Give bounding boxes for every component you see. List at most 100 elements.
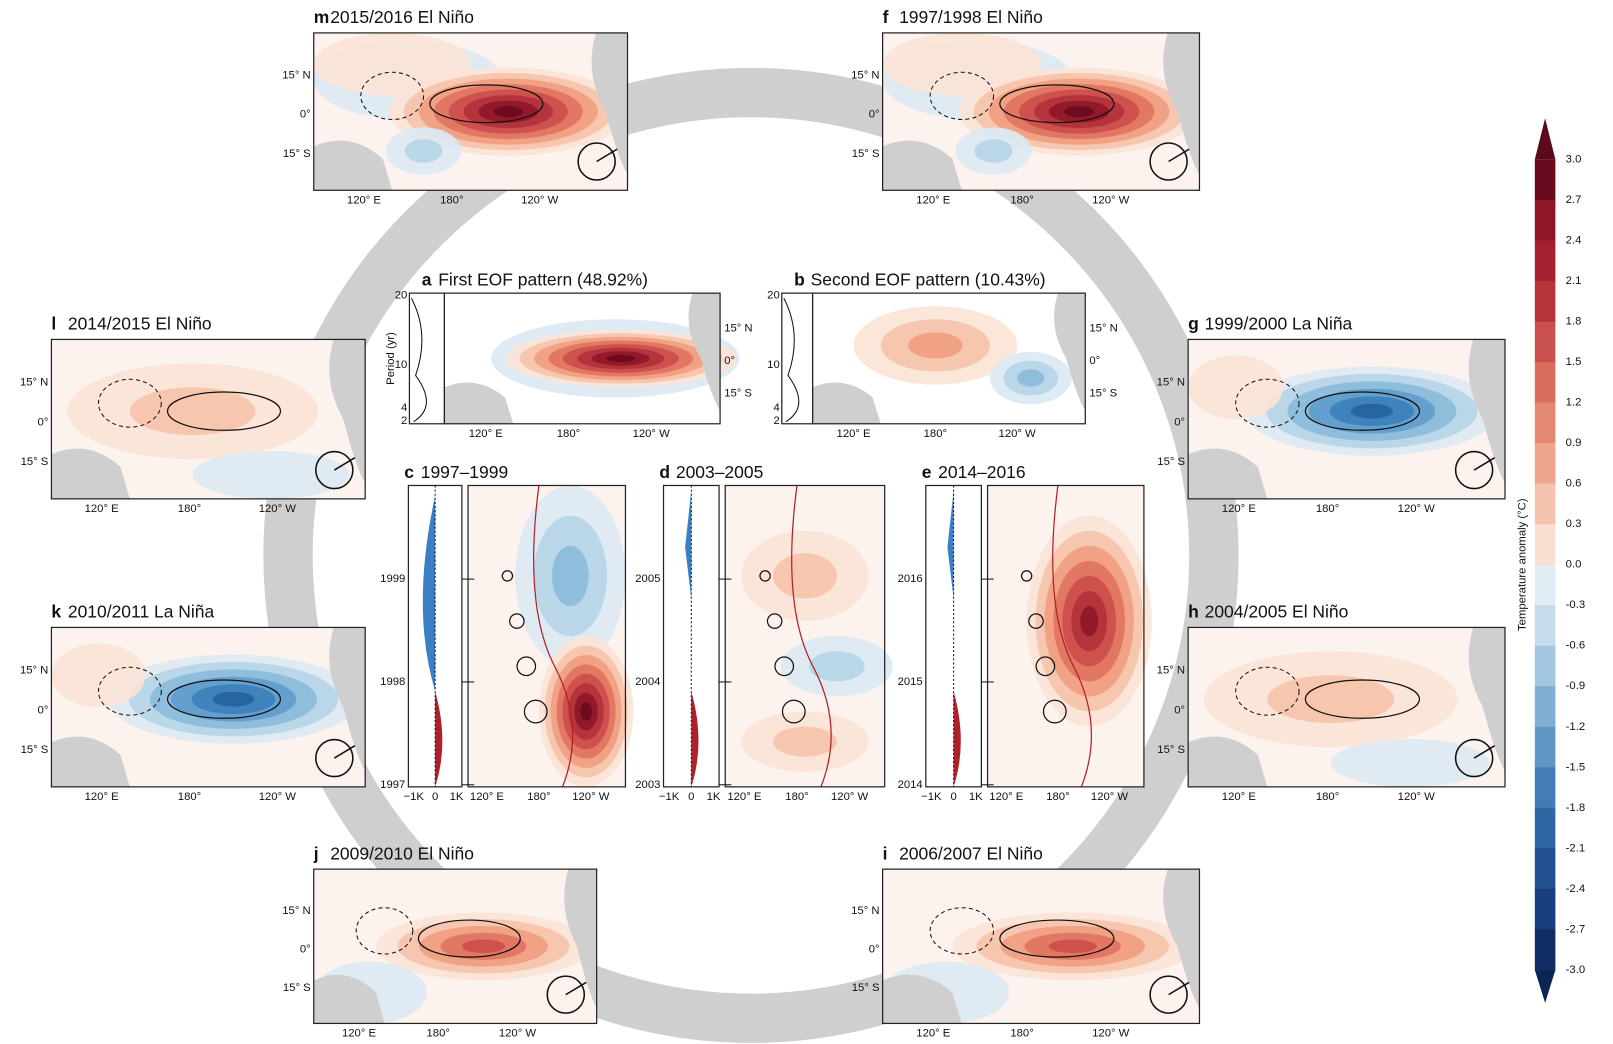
- year-label: 1998: [380, 676, 405, 688]
- panel-title: 1997–1999: [421, 462, 508, 482]
- panel-letter: d: [659, 462, 670, 482]
- lon-label: 120° E: [1222, 503, 1257, 515]
- event-circle: [774, 656, 795, 677]
- lat-label: 15° N: [1089, 322, 1117, 334]
- map-frame: [882, 868, 1201, 1025]
- lat-label: 15° N: [20, 664, 48, 676]
- lat-label: 0°: [38, 704, 49, 716]
- period-tick: 4: [773, 402, 779, 414]
- panel-letter: c: [404, 462, 414, 482]
- hov-frame: [724, 484, 886, 788]
- panel-letter: j: [313, 843, 319, 863]
- panel-title: First EOF pattern (48.92%): [438, 269, 648, 289]
- phase-circle: [577, 142, 616, 181]
- map-frame: [1187, 626, 1506, 788]
- map-frame: [313, 868, 598, 1025]
- eof-frame: [812, 292, 1086, 425]
- spectrum-frame: [781, 292, 814, 425]
- lon-label: 120° E: [470, 791, 505, 803]
- anomaly: [192, 451, 350, 499]
- index-tick: 0: [432, 791, 438, 803]
- lon-label: 120° W: [831, 791, 869, 803]
- land: [1163, 869, 1200, 1008]
- colorbar-tick: 0.3: [1566, 518, 1582, 530]
- lon-label: 180°: [178, 791, 201, 803]
- lat-label: 15° S: [283, 982, 311, 994]
- period-tick: 2: [773, 415, 779, 427]
- index-tick: −1K: [921, 791, 942, 803]
- panel-letter: i: [883, 843, 888, 863]
- lat-label: 15° S: [21, 456, 49, 468]
- lat-label: 0°: [1174, 704, 1185, 716]
- colorbar-tick: 0.9: [1566, 437, 1582, 449]
- period-tick: 4: [401, 402, 407, 414]
- lon-label: 180°: [427, 1028, 450, 1040]
- lon-label: 120° W: [572, 791, 610, 803]
- panel-letter: l: [51, 314, 56, 334]
- lat-label: 15° N: [851, 905, 879, 917]
- lat-label: 15° S: [724, 388, 752, 400]
- colorbar-step: [1534, 686, 1556, 728]
- lon-label: 120° E: [342, 1028, 377, 1040]
- colorbar-step: [1534, 888, 1556, 930]
- land: [1163, 32, 1200, 175]
- event-circle: [766, 613, 783, 629]
- index-positive: [953, 691, 961, 787]
- lat-label: 15° N: [1157, 376, 1185, 388]
- colorbar-tick: -0.6: [1566, 640, 1585, 652]
- contour: [355, 907, 414, 955]
- isotherm: [1052, 485, 1093, 788]
- colorbar-step: [1534, 767, 1556, 809]
- lat-label: 15° S: [21, 744, 49, 756]
- anomaly: [551, 545, 589, 607]
- lon-label: 180°: [1010, 1028, 1033, 1040]
- event-circle: [1020, 570, 1033, 582]
- colorbar-tick: -1.5: [1566, 761, 1585, 773]
- year-label: 2016: [898, 573, 923, 585]
- phase-circle: [315, 738, 354, 778]
- index-negative: [685, 490, 692, 599]
- event-circle: [523, 699, 548, 724]
- index-tick: 0: [688, 791, 694, 803]
- lat-label: 0°: [869, 943, 880, 955]
- contour: [360, 71, 425, 120]
- lon-label: 180°: [1316, 791, 1339, 803]
- land: [882, 974, 962, 1024]
- phase-vector: [596, 148, 618, 163]
- colorbar-step: [1534, 564, 1556, 606]
- map-frame: [882, 32, 1201, 191]
- event-circle: [1042, 699, 1067, 724]
- lon-label: 180°: [527, 791, 550, 803]
- lat-label: 15° N: [20, 376, 48, 388]
- index-tick: 1K: [969, 791, 983, 803]
- panel-title: 1997/1998 El Niño: [899, 7, 1043, 27]
- panel-title: 2003–2005: [676, 462, 763, 482]
- period-tick: 10: [767, 359, 780, 371]
- anomaly: [773, 553, 837, 599]
- phase-vector: [565, 981, 587, 996]
- lon-label: 120° W: [499, 1028, 537, 1040]
- colorbar-step: [1534, 807, 1556, 849]
- colorbar-tick: 3.0: [1566, 153, 1582, 165]
- lat-label: 0°: [38, 416, 49, 428]
- colorbar-step: [1534, 524, 1556, 566]
- colorbar-step: [1534, 726, 1556, 768]
- colorbar-step: [1534, 929, 1556, 971]
- year-label: 2005: [635, 573, 660, 585]
- panel-title: 2010/2011 La Niña: [68, 602, 215, 622]
- eof-frame: [443, 292, 721, 425]
- phase-vector: [1168, 981, 1190, 996]
- colorbar-step: [1534, 159, 1556, 201]
- lat-label: 0°: [724, 355, 735, 367]
- anomaly: [1048, 939, 1097, 954]
- colorbar-step: [1534, 483, 1556, 525]
- anomaly: [606, 354, 636, 363]
- year-label: 2015: [898, 676, 923, 688]
- colorbar-tick: 0.6: [1566, 478, 1582, 490]
- panel-title: 1999/2000 La Niña: [1205, 314, 1353, 334]
- period-label: Period (yr): [385, 332, 397, 385]
- isotherm: [533, 485, 574, 788]
- colorbar-tick: 2.1: [1566, 275, 1582, 287]
- land: [1468, 627, 1505, 771]
- land: [313, 974, 385, 1024]
